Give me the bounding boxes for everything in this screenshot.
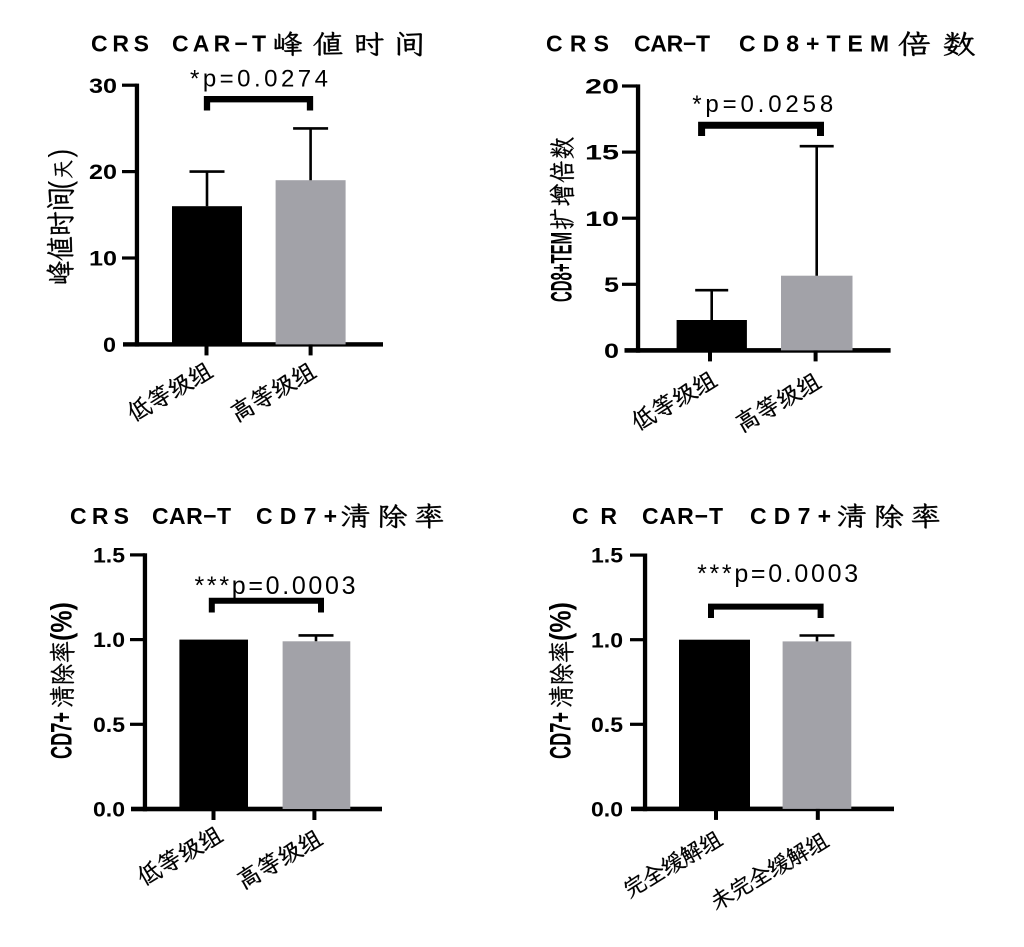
svg-text:***p=0.0003: ***p=0.0003 [195, 572, 356, 600]
svg-text:CRS: CRS [91, 31, 149, 57]
svg-text:CRS: CRS [546, 31, 609, 57]
svg-text:*p=0.0258: *p=0.0258 [692, 91, 833, 118]
svg-text:0.0: 0.0 [93, 798, 125, 822]
svg-text:1.0: 1.0 [591, 628, 623, 652]
svg-text:): ) [44, 149, 79, 158]
svg-text:5: 5 [604, 273, 619, 297]
svg-text:0: 0 [604, 339, 619, 363]
svg-text:1.5: 1.5 [93, 544, 125, 568]
svg-text:***p=0.0003: ***p=0.0003 [697, 560, 858, 588]
svg-text:(: ( [44, 180, 79, 189]
svg-text:0.5: 0.5 [93, 713, 125, 737]
svg-text:0.5: 0.5 [591, 713, 623, 737]
svg-text:*p=0.0274: *p=0.0274 [190, 66, 328, 93]
svg-text:CD7+: CD7+ [45, 712, 78, 759]
svg-text:1.0: 1.0 [93, 628, 125, 652]
svg-text:CAR−T: CAR−T [642, 503, 723, 529]
svg-text:CAR−T: CAR−T [172, 31, 266, 57]
svg-text:CD8+TEM: CD8+TEM [544, 232, 578, 302]
svg-text:0.0: 0.0 [591, 798, 623, 822]
svg-text:20: 20 [585, 75, 619, 99]
svg-text:1.5: 1.5 [591, 544, 623, 568]
svg-text:CAR−T: CAR−T [634, 31, 710, 57]
svg-text:CD8+TEM: CD8+TEM [739, 31, 889, 57]
svg-text:10: 10 [89, 247, 117, 271]
svg-text:30: 30 [89, 74, 117, 98]
svg-text:(%): (%) [45, 602, 78, 641]
svg-text:CR: CR [572, 503, 617, 529]
svg-text:CRS: CRS [70, 503, 129, 529]
svg-text:CD7+: CD7+ [544, 712, 577, 759]
svg-text:20: 20 [89, 160, 117, 184]
svg-text:15: 15 [585, 141, 619, 165]
svg-text:CD7+: CD7+ [750, 503, 831, 529]
svg-text:CAR−T: CAR−T [152, 503, 231, 529]
svg-text:0: 0 [103, 333, 116, 357]
svg-text:CD7+: CD7+ [256, 503, 337, 529]
svg-text:(%): (%) [544, 602, 577, 641]
svg-text:10: 10 [585, 207, 619, 231]
